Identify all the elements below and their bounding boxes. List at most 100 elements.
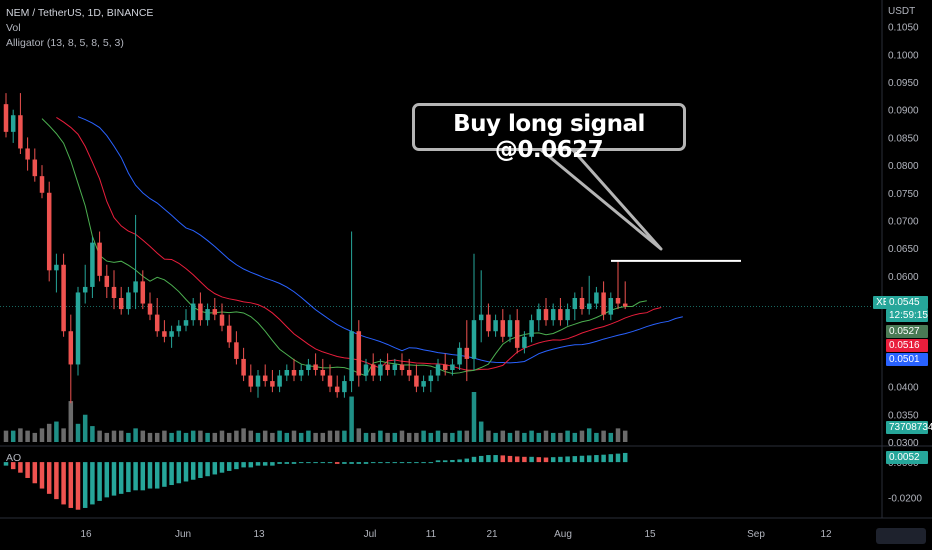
volume-bar bbox=[579, 430, 585, 442]
candle bbox=[284, 364, 290, 382]
ao-bar bbox=[500, 455, 506, 463]
time-tick-label: Jul bbox=[364, 529, 377, 540]
candle-body bbox=[169, 331, 174, 337]
candle bbox=[270, 370, 275, 393]
candle-body bbox=[133, 281, 138, 293]
candle-body bbox=[3, 104, 9, 132]
ao-bar bbox=[162, 462, 167, 487]
volume-bar bbox=[399, 430, 405, 442]
candle bbox=[543, 298, 549, 326]
ao-bar bbox=[176, 462, 182, 484]
volume-bar bbox=[349, 396, 354, 442]
ao-bar bbox=[327, 462, 333, 464]
volume-bar bbox=[486, 430, 491, 442]
candle bbox=[183, 309, 189, 332]
jaw-badge: 0.0501 bbox=[886, 353, 928, 366]
candle-body bbox=[349, 331, 354, 382]
candle-body bbox=[500, 320, 506, 337]
candle-body bbox=[68, 331, 74, 365]
ao-bar bbox=[320, 462, 326, 464]
price-tick-label: 0.0800 bbox=[888, 161, 919, 172]
candle-body bbox=[270, 381, 275, 387]
volume-bar bbox=[75, 423, 81, 442]
volume-bar bbox=[464, 430, 470, 442]
volume-bar bbox=[111, 430, 117, 442]
ao-bar bbox=[226, 462, 232, 471]
volume-bar bbox=[169, 432, 174, 442]
candle bbox=[291, 358, 297, 382]
volume-bar bbox=[118, 430, 124, 442]
volume-bar bbox=[205, 432, 210, 442]
callout-pointer bbox=[538, 147, 663, 251]
candle-body bbox=[284, 370, 290, 376]
candle bbox=[176, 320, 182, 337]
volume-bar bbox=[140, 430, 146, 442]
candle bbox=[558, 298, 563, 326]
candle bbox=[147, 292, 153, 321]
ao-bar bbox=[507, 455, 513, 463]
candle bbox=[428, 370, 434, 393]
volume-bar bbox=[61, 428, 66, 442]
candle-body bbox=[565, 309, 570, 321]
ao-bar bbox=[378, 462, 383, 464]
volume-bar bbox=[594, 432, 599, 442]
candle-body bbox=[342, 381, 347, 393]
candle-body bbox=[543, 309, 549, 321]
alligator-indicator-label[interactable]: Alligator (13, 8, 5, 8, 5, 3) bbox=[6, 37, 124, 49]
volume-bar bbox=[450, 432, 455, 442]
candle-body bbox=[522, 336, 527, 348]
candle-body bbox=[608, 298, 614, 315]
ao-bar bbox=[169, 462, 174, 486]
candle-body bbox=[205, 309, 210, 321]
candle bbox=[392, 358, 398, 376]
volume-bar bbox=[586, 428, 592, 442]
candle-body bbox=[118, 298, 124, 310]
time-tick-label: Sep bbox=[747, 529, 765, 540]
candle-body bbox=[428, 375, 434, 382]
candle-body bbox=[493, 320, 498, 332]
ao-bar bbox=[241, 462, 246, 468]
symbol-title[interactable]: NEM / TetherUS, 1D, BINANCE bbox=[6, 7, 154, 19]
price-tick-label: 0.0950 bbox=[888, 78, 919, 89]
ao-bar bbox=[529, 456, 534, 463]
ao-bar bbox=[428, 462, 434, 464]
volume-bar bbox=[147, 432, 153, 442]
candle-body bbox=[550, 309, 556, 321]
time-tick-label: 16 bbox=[80, 529, 92, 540]
ao-bar bbox=[18, 462, 23, 473]
ao-bar bbox=[572, 456, 578, 463]
price-tick-label: 0.0700 bbox=[888, 216, 919, 227]
candle bbox=[363, 358, 369, 382]
volume-bar bbox=[190, 430, 196, 442]
candle bbox=[500, 309, 506, 343]
volume-bar bbox=[522, 432, 527, 442]
ao-bar bbox=[342, 462, 347, 464]
volume-bar bbox=[385, 432, 390, 442]
ao-bar bbox=[133, 462, 138, 491]
ao-indicator-label[interactable]: AO bbox=[6, 452, 22, 464]
candle bbox=[608, 292, 614, 321]
candle bbox=[342, 375, 347, 398]
ao-bar bbox=[392, 462, 398, 464]
volume-bar bbox=[435, 430, 441, 442]
ao-bar bbox=[478, 455, 484, 463]
ao-bar bbox=[406, 462, 412, 464]
candle-body bbox=[514, 320, 520, 348]
candle bbox=[464, 320, 470, 382]
candle-body bbox=[140, 281, 146, 304]
candle bbox=[450, 358, 455, 376]
vol-indicator-label[interactable]: Vol bbox=[6, 22, 21, 34]
candle-body bbox=[471, 320, 477, 359]
ao-bar bbox=[349, 462, 354, 464]
volume-bar bbox=[133, 428, 138, 442]
candle-body bbox=[97, 242, 102, 276]
candle-body bbox=[291, 370, 297, 376]
ao-bar bbox=[435, 460, 441, 463]
candle bbox=[190, 298, 196, 326]
volume-bar bbox=[262, 430, 268, 442]
candle-body bbox=[392, 364, 398, 370]
ao-bar bbox=[54, 462, 59, 500]
ao-bar bbox=[385, 462, 390, 464]
candle-body bbox=[234, 342, 239, 359]
